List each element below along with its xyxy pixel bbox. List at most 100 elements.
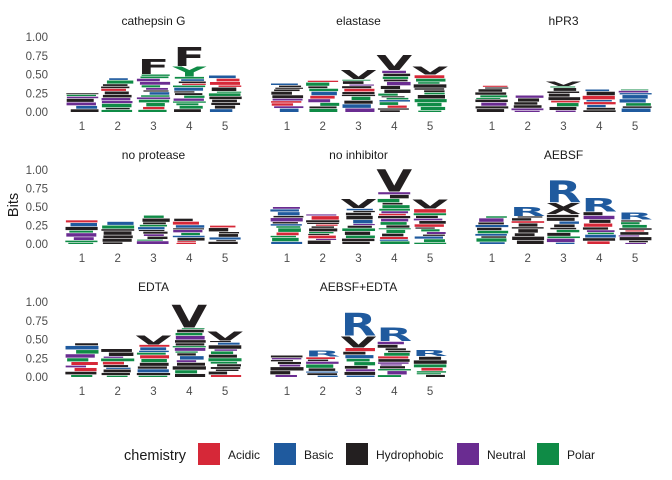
logo-letter-bar <box>308 99 331 103</box>
logo-letter-bar <box>477 230 509 234</box>
logo-letter-bar <box>482 85 508 87</box>
logo-letter-bar <box>342 228 376 232</box>
y-tick-label: 0.50 <box>26 202 48 214</box>
logo-letter-bar <box>309 108 338 112</box>
logo-letter-bar <box>270 360 293 362</box>
logo-letter: X <box>546 201 582 219</box>
logo-letter-bar <box>174 347 206 351</box>
logo-letter-bar <box>414 99 447 103</box>
logo-letter-bar <box>389 194 409 199</box>
logo-letter-bar <box>345 212 372 216</box>
logo-letter: V <box>341 197 377 211</box>
logo-letter-bar <box>272 207 300 209</box>
logo-letter-bar <box>346 208 373 211</box>
logo-letter-bar <box>66 102 96 106</box>
logo-letter-bar <box>278 228 301 232</box>
logo-letter-bar <box>514 110 540 112</box>
logo-letter-bar <box>345 348 375 352</box>
logo-letter-bar <box>481 102 507 106</box>
logo-letter-bar <box>65 240 98 243</box>
panel-2: hPR3 1 2 V 3 4 5 <box>475 14 652 133</box>
logo-letter-bar <box>626 103 651 106</box>
panel-1: elastase 1 2 V 3 V 4 V 5 <box>270 14 448 133</box>
logo-letter-bar <box>416 371 447 373</box>
logo-letter-bar <box>414 209 446 213</box>
logo-letter-bar <box>138 99 170 103</box>
logo-letter-bar <box>354 362 376 366</box>
logo-letter-bar <box>138 109 167 112</box>
logo-letter-bar <box>625 242 646 244</box>
logo-letter-bar <box>215 369 239 371</box>
y-tick-label: 0.75 <box>26 51 48 63</box>
logo-letter-bar <box>177 241 196 243</box>
logo-letter-bar <box>66 94 96 97</box>
logo-letter: V <box>136 333 173 347</box>
panel-title: no protease <box>122 148 186 162</box>
y-tick-label: 0.25 <box>26 353 48 365</box>
logo-letter: V <box>207 329 244 343</box>
logo-letter-bar <box>582 227 609 230</box>
logo-letter-bar <box>102 94 132 98</box>
logo-letter-bar <box>270 83 298 85</box>
logo-letter-bar <box>275 374 297 377</box>
x-tick-label: 1 <box>489 253 495 265</box>
legend-swatch-hydrophobic <box>346 443 368 465</box>
logo-letter-bar <box>420 106 446 111</box>
logo-letter-bar <box>417 102 442 107</box>
logo-letter-bar <box>511 108 544 111</box>
x-tick-label: 3 <box>355 121 361 133</box>
logo-letter-bar <box>416 78 446 82</box>
x-tick-label: 5 <box>427 386 433 398</box>
logo-letter-bar <box>413 364 447 368</box>
logo-letter-bar <box>208 371 228 375</box>
logo-letter-bar <box>277 361 301 365</box>
x-tick-label: 2 <box>524 121 530 133</box>
logo-letter-bar <box>139 350 169 353</box>
logo-letter-bar <box>353 219 373 224</box>
logo-letter-bar <box>416 215 438 219</box>
logo-letter-bar <box>102 238 132 242</box>
logo-letter-bar <box>414 75 445 79</box>
logo-letter-bar <box>101 98 131 101</box>
logo-letter-bar <box>172 221 199 225</box>
logo-letter-bar <box>547 232 571 236</box>
logo-letter-bar <box>556 103 579 107</box>
logo-letter-bar <box>104 91 129 95</box>
logo-letter: R <box>305 349 341 359</box>
logo-letter-bar <box>172 366 206 370</box>
logo-letter-bar <box>103 365 129 368</box>
logo-letter-bar <box>586 100 612 102</box>
logo-letter-bar <box>181 232 200 236</box>
legend-label-acidic: Acidic <box>228 448 260 462</box>
logo-letter-bar <box>309 232 334 234</box>
logo-letter-bar <box>353 224 375 226</box>
logo-letter-bar <box>379 100 411 102</box>
logo-letter: R <box>617 210 653 222</box>
logo-letter-bar <box>415 227 435 229</box>
x-tick-label: 5 <box>222 253 228 265</box>
logo-letter-bar <box>344 371 376 375</box>
logo-letter-bar <box>345 369 375 372</box>
logo-letter-bar <box>274 89 300 92</box>
logo-letter-bar <box>272 237 299 242</box>
logo-letter-bar <box>476 238 507 242</box>
logo-letter-bar <box>311 91 337 96</box>
logo-letter-bar <box>475 92 507 95</box>
logo-letter-bar <box>219 232 240 234</box>
logo-letter-bar <box>176 362 205 366</box>
logo-letter-bar <box>477 227 502 231</box>
logo-letter-bar <box>382 205 410 209</box>
logo-letter-bar <box>177 329 204 333</box>
logo-letter-bar <box>378 213 406 216</box>
logo-letter-bar <box>345 108 375 112</box>
logo-letter-bar <box>74 367 97 372</box>
logo-letter-bar <box>181 79 205 81</box>
x-tick-label: 1 <box>79 253 85 265</box>
x-tick-label: 2 <box>319 386 325 398</box>
logo-letter-bar <box>179 356 204 360</box>
logo-letter-bar <box>553 88 577 91</box>
logo-letter: V <box>171 300 207 335</box>
logo-letter-bar <box>422 234 445 236</box>
logo-letter-bar <box>210 351 234 355</box>
logo-letter-bar <box>556 229 580 233</box>
